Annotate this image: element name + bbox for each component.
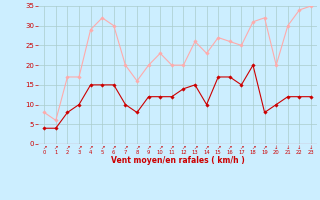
X-axis label: Vent moyen/en rafales ( km/h ): Vent moyen/en rafales ( km/h ) [111,156,244,165]
